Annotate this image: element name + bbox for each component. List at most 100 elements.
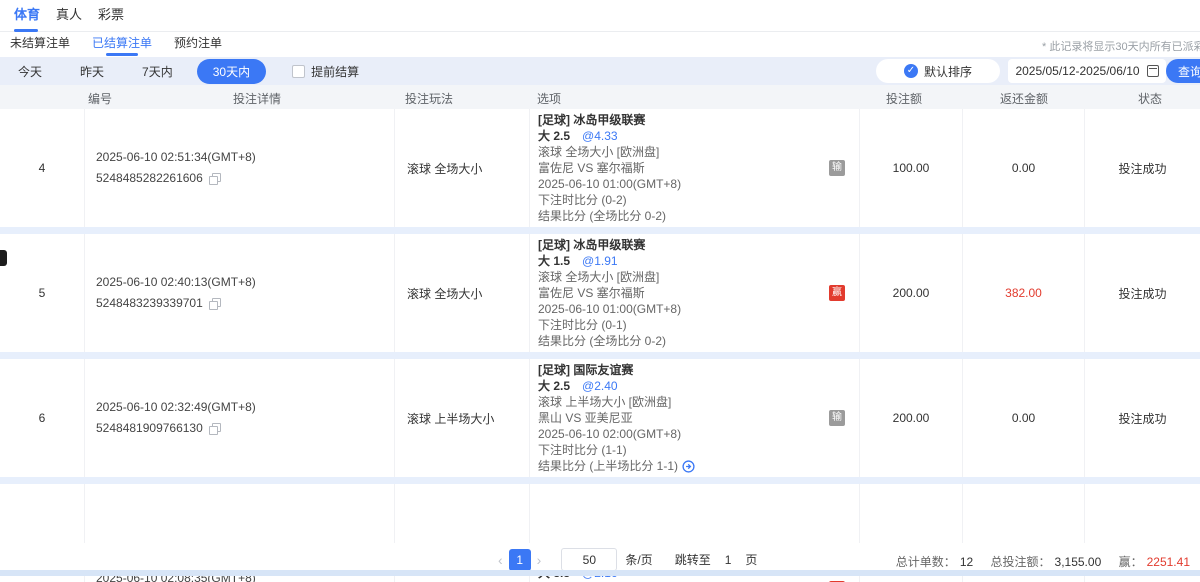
return-amount: 432.00 — [963, 484, 1085, 582]
page-1-button[interactable]: 1 — [508, 548, 531, 571]
bet-time: 2025-06-10 02:40:13(GMT+8) — [96, 275, 256, 289]
bet-number: 4 — [0, 109, 85, 227]
search-button[interactable]: 查询 — [1166, 59, 1200, 83]
teams-label: 黑山 VS 亚美尼亚 — [538, 411, 633, 425]
total-win-value: 2251.41 — [1146, 555, 1190, 569]
stake-amount: 200.00 — [860, 234, 963, 352]
bet-type-label: 滚球 上半场大小 — [407, 411, 495, 426]
win-lose-badge: 输 — [829, 410, 845, 426]
prev-page-icon[interactable]: ‹ — [498, 551, 503, 568]
jump-to-label: 跳转至 — [674, 553, 711, 567]
match-time: 2025-06-10 02:00(GMT+8) — [538, 427, 682, 441]
table-header: 编号 投注详情 投注玩法 选项 投注额 返还金额 状态 — [0, 85, 1200, 109]
total-count-value: 12 — [959, 555, 974, 569]
return-amount: 0.00 — [963, 359, 1085, 477]
status-badge: 投注成功 — [1118, 161, 1167, 176]
early-settle-checkbox[interactable]: 提前结算 — [292, 63, 359, 80]
early-settle-label: 提前结算 — [311, 64, 360, 79]
stake-amount: 100.00 — [860, 109, 963, 227]
header-stake: 投注额 — [886, 92, 923, 106]
tab-unsettled-bets[interactable]: 未结算注单 — [10, 36, 71, 50]
bet-detail-cell: 2025-06-10 02:51:34(GMT+8) 5248485282261… — [85, 109, 395, 227]
default-sort-button[interactable]: ✓ 默认排序 — [876, 59, 1000, 83]
totals-summary: 总计单数： 12 总投注额： 3,155.00 赢： 2251.41 — [896, 553, 1190, 570]
calendar-icon — [1146, 65, 1159, 77]
header-bet-detail: 投注详情 — [233, 92, 282, 106]
filter-yesterday[interactable]: 昨天 — [80, 64, 105, 79]
bet-time: 2025-06-10 02:32:49(GMT+8) — [96, 400, 256, 414]
header-number: 编号 — [88, 92, 113, 106]
check-circle-icon: ✓ — [903, 64, 918, 78]
table-row: 6 2025-06-10 02:32:49(GMT+8) 52484819097… — [0, 359, 1200, 477]
table-row: 4 2025-06-10 02:51:34(GMT+8) 52484852822… — [0, 109, 1200, 227]
result-detail-icon[interactable] — [682, 459, 695, 473]
match-time: 2025-06-10 01:00(GMT+8) — [538, 177, 682, 191]
win-lose-badge: 输 — [829, 160, 845, 176]
tab-sports[interactable]: 体育 — [14, 0, 40, 32]
tab-settled-bets[interactable]: 已结算注单 — [92, 32, 152, 57]
tab-reserved-bets[interactable]: 预约注单 — [174, 36, 223, 50]
copy-icon[interactable] — [208, 298, 221, 310]
search-button-label: 查询 — [1178, 64, 1200, 79]
league-name: [足球] 国际友谊赛 — [538, 363, 634, 377]
bet-time: 2025-06-10 02:08:35(GMT+8) — [96, 571, 256, 582]
filter-30days[interactable]: 30天内 — [196, 58, 267, 84]
stake-amount: 200.00 — [860, 359, 963, 477]
filter-today[interactable]: 今天 — [18, 64, 43, 79]
header-return-amount: 返还金额 — [1000, 92, 1049, 106]
default-sort-label: 默认排序 — [923, 64, 972, 79]
odds-value: @2.40 — [582, 379, 618, 393]
jump-page-value[interactable]: 1 — [724, 552, 732, 567]
header-status: 状态 — [1138, 92, 1163, 106]
return-amount: 382.00 — [963, 234, 1085, 352]
next-page-icon[interactable]: › — [536, 551, 542, 568]
odds-value: @4.33 — [582, 129, 618, 143]
bottom-strip — [0, 570, 1200, 576]
page-size-input[interactable] — [561, 548, 618, 571]
bottom-bar: ‹ 1 › 条/页 跳转至 1 页 总计单数：12 总投注额：3,155.00 … — [0, 543, 1200, 576]
sub-nav: 未结算注单 已结算注单 预约注单 * 此记录将显示30天内所有已派彩的投注 — [0, 32, 1200, 57]
bet-id: 5248485282261606 — [96, 171, 203, 185]
header-bet-type: 投注玩法 — [405, 92, 454, 106]
score-at-bet: 下注时比分 (0-1) — [538, 318, 627, 332]
market-label: 滚球 全场大小 [欧洲盘] — [538, 145, 660, 159]
bet-id: 5248483239339701 — [96, 296, 203, 310]
table-row: 5 2025-06-10 02:40:13(GMT+8) 52484832393… — [0, 234, 1200, 352]
copy-icon[interactable] — [208, 173, 221, 185]
top-nav: 体育 真人 彩票 — [0, 0, 1200, 32]
league-name: [足球] 冰岛甲级联赛 — [538, 113, 646, 127]
date-range-value: 2025/05/12-2025/06/10 — [1015, 64, 1140, 78]
bet-detail-cell: 2025-06-10 02:08:35(GMT+8) 5248477546425… — [85, 484, 395, 582]
bet-number: 6 — [0, 359, 85, 477]
tab-lottery[interactable]: 彩票 — [98, 6, 125, 22]
bet-detail-cell: 2025-06-10 02:32:49(GMT+8) 5248481909766… — [85, 359, 395, 477]
copy-icon[interactable] — [208, 423, 221, 435]
bet-selection-cell: [足球] 国际友谊赛 大 2.5 @2.40 滚球 上半场大小 [欧洲盘] 黑山 … — [530, 359, 860, 477]
total-stake-value: 3,155.00 — [1054, 555, 1102, 569]
score-at-bet: 下注时比分 (1-1) — [538, 443, 627, 457]
bet-selection-cell: [足球] 冰岛甲级联赛 大 2.5 @4.33 滚球 全场大小 [欧洲盘] 富佐尼… — [530, 109, 860, 227]
filter-7days[interactable]: 7天内 — [142, 64, 173, 79]
return-amount: 0.00 — [963, 109, 1085, 227]
pick-label: 大 2.5 — [538, 129, 571, 143]
edge-marker — [0, 250, 7, 266]
market-label: 滚球 全场大小 [欧洲盘] — [538, 270, 660, 284]
bet-type: 滚球 全场大小 — [395, 484, 530, 582]
status-badge: 投注成功 — [1118, 286, 1167, 301]
checkbox-icon[interactable] — [292, 64, 306, 78]
tab-live-casino[interactable]: 真人 — [56, 6, 83, 22]
teams-label: 富佐尼 VS 塞尔福斯 — [538, 161, 645, 175]
total-count-label: 总计单数： — [895, 555, 956, 569]
bet-time: 2025-06-10 02:51:34(GMT+8) — [96, 150, 256, 164]
stake-amount: 200.00 — [860, 484, 963, 582]
odds-value: @1.91 — [582, 254, 618, 268]
bet-type-label: 滚球 全场大小 — [407, 286, 483, 301]
pick-label: 大 2.5 — [538, 379, 571, 393]
bet-detail-cell: 2025-06-10 02:40:13(GMT+8) 5248483239339… — [85, 234, 395, 352]
filter-bar: 今天 昨天 7天内 30天内 提前结算 ✓ 默认排序 2025/05/12-20… — [0, 57, 1200, 85]
score-at-bet: 下注时比分 (0-2) — [538, 193, 627, 207]
bet-number: 7 — [0, 484, 85, 582]
bet-id: 5248481909766130 — [96, 421, 203, 435]
date-range-picker[interactable]: 2025/05/12-2025/06/10 — [1008, 59, 1166, 83]
